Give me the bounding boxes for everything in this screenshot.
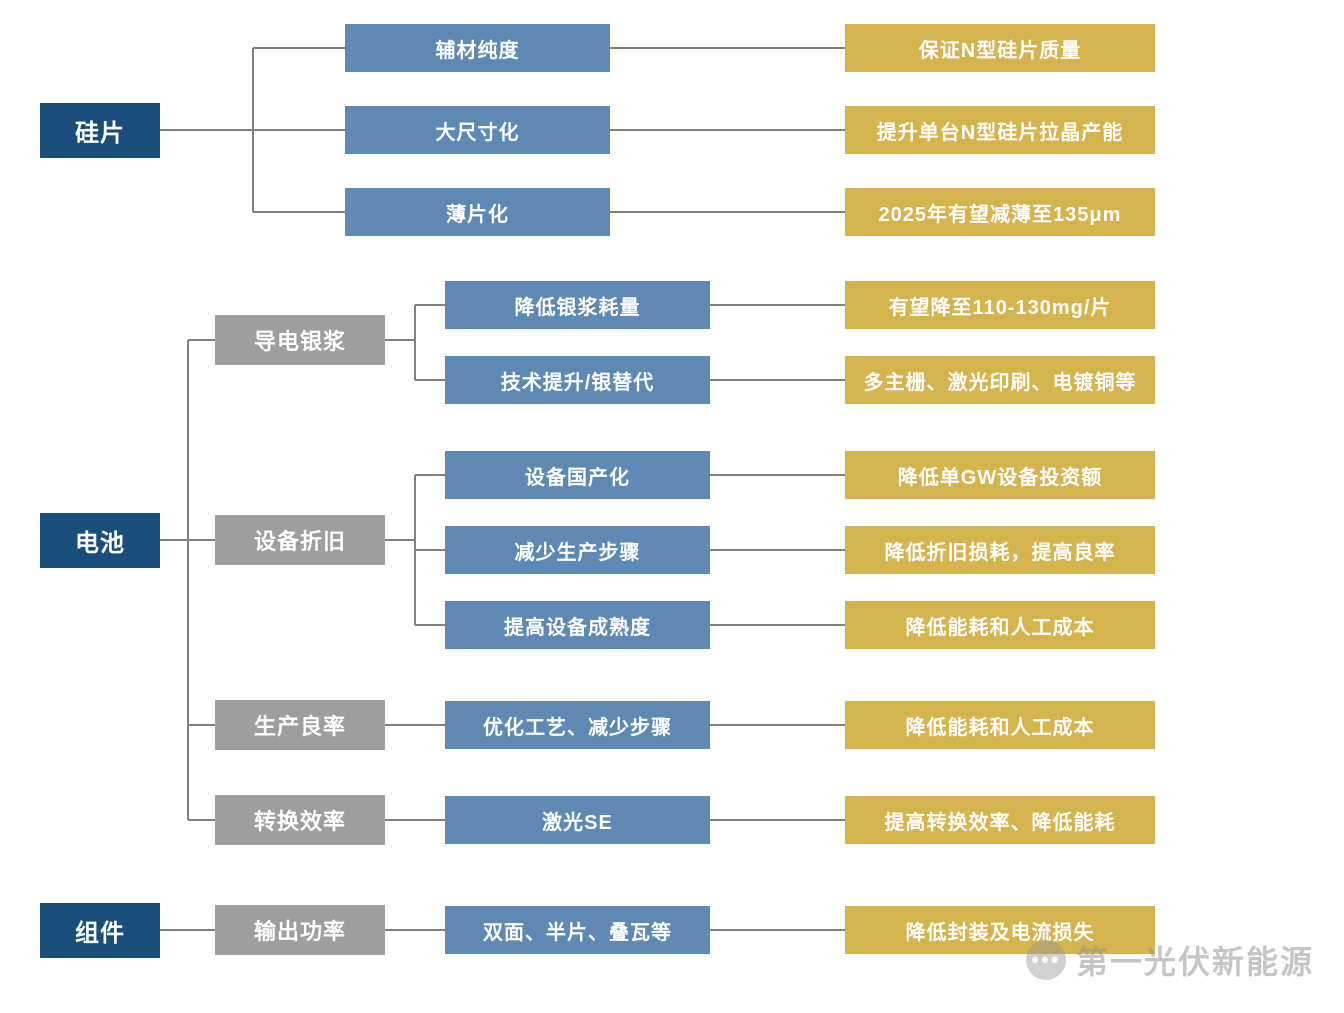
connector-v (414, 305, 416, 380)
node-mature: 提高设备成熟度 (445, 601, 710, 649)
connector-h (160, 929, 215, 931)
node-paste: 导电银浆 (215, 315, 385, 365)
node-thin: 薄片化 (345, 188, 610, 236)
connector-h (385, 724, 445, 726)
connector-h (610, 129, 845, 131)
connector-h (710, 379, 845, 381)
connector-h (415, 474, 445, 476)
connector-h (710, 624, 845, 626)
node-depr: 设备折旧 (215, 515, 385, 565)
connector-h (415, 549, 445, 551)
node-laser-se: 激光SE (445, 796, 710, 844)
watermark-text: 第一光伏新能源 (1076, 937, 1314, 983)
node-less-ag: 降低银浆耗量 (445, 281, 710, 329)
node-purity: 辅材纯度 (345, 24, 610, 72)
leaf-less-ag: 有望降至110-130mg/片 (845, 281, 1155, 329)
node-eff: 转换效率 (215, 795, 385, 845)
connector-h (710, 819, 845, 821)
connector-h (160, 129, 253, 131)
connector-h (253, 211, 346, 213)
connector-v (187, 340, 189, 820)
wechat-icon: ••• (1026, 940, 1066, 980)
connector-h (385, 339, 415, 341)
connector-h (188, 339, 216, 341)
connector-h (710, 929, 845, 931)
node-large: 大尺寸化 (345, 106, 610, 154)
connector-h (253, 47, 346, 49)
leaf-ag-sub: 多主栅、激光印刷、电镀铜等 (845, 356, 1155, 404)
node-yield: 生产良率 (215, 700, 385, 750)
connector-h (710, 304, 845, 306)
root-module: 组件 (40, 903, 160, 958)
connector-h (188, 724, 216, 726)
connector-h (610, 211, 845, 213)
connector-h (188, 819, 216, 821)
connector-h (710, 474, 845, 476)
connector-h (415, 379, 445, 381)
node-domestic: 设备国产化 (445, 451, 710, 499)
root-wafer: 硅片 (40, 103, 160, 158)
connector-h (188, 539, 216, 541)
connector-h (415, 304, 445, 306)
connector-h (710, 549, 845, 551)
connector-h (710, 724, 845, 726)
node-opt-proc: 优化工艺、减少步骤 (445, 701, 710, 749)
connector-h (610, 47, 845, 49)
connector-h (385, 539, 415, 541)
leaf-thin: 2025年有望减薄至135μm (845, 188, 1155, 236)
connector-h (253, 129, 346, 131)
leaf-laser-se: 提高转换效率、降低能耗 (845, 796, 1155, 844)
node-power: 输出功率 (215, 905, 385, 955)
leaf-mature: 降低能耗和人工成本 (845, 601, 1155, 649)
leaf-fewer: 降低折旧损耗，提高良率 (845, 526, 1155, 574)
connector-h (385, 819, 445, 821)
leaf-opt-proc: 降低能耗和人工成本 (845, 701, 1155, 749)
leaf-large: 提升单台N型硅片拉晶产能 (845, 106, 1155, 154)
connector-h (415, 624, 445, 626)
node-ag-sub: 技术提升/银替代 (445, 356, 710, 404)
node-bifacial: 双面、半片、叠瓦等 (445, 906, 710, 954)
leaf-domestic: 降低单GW设备投资额 (845, 451, 1155, 499)
node-fewer: 减少生产步骤 (445, 526, 710, 574)
watermark: ••• 第一光伏新能源 (1026, 937, 1314, 983)
connector-h (160, 539, 188, 541)
leaf-purity: 保证N型硅片质量 (845, 24, 1155, 72)
connector-h (385, 929, 445, 931)
root-cell: 电池 (40, 513, 160, 568)
